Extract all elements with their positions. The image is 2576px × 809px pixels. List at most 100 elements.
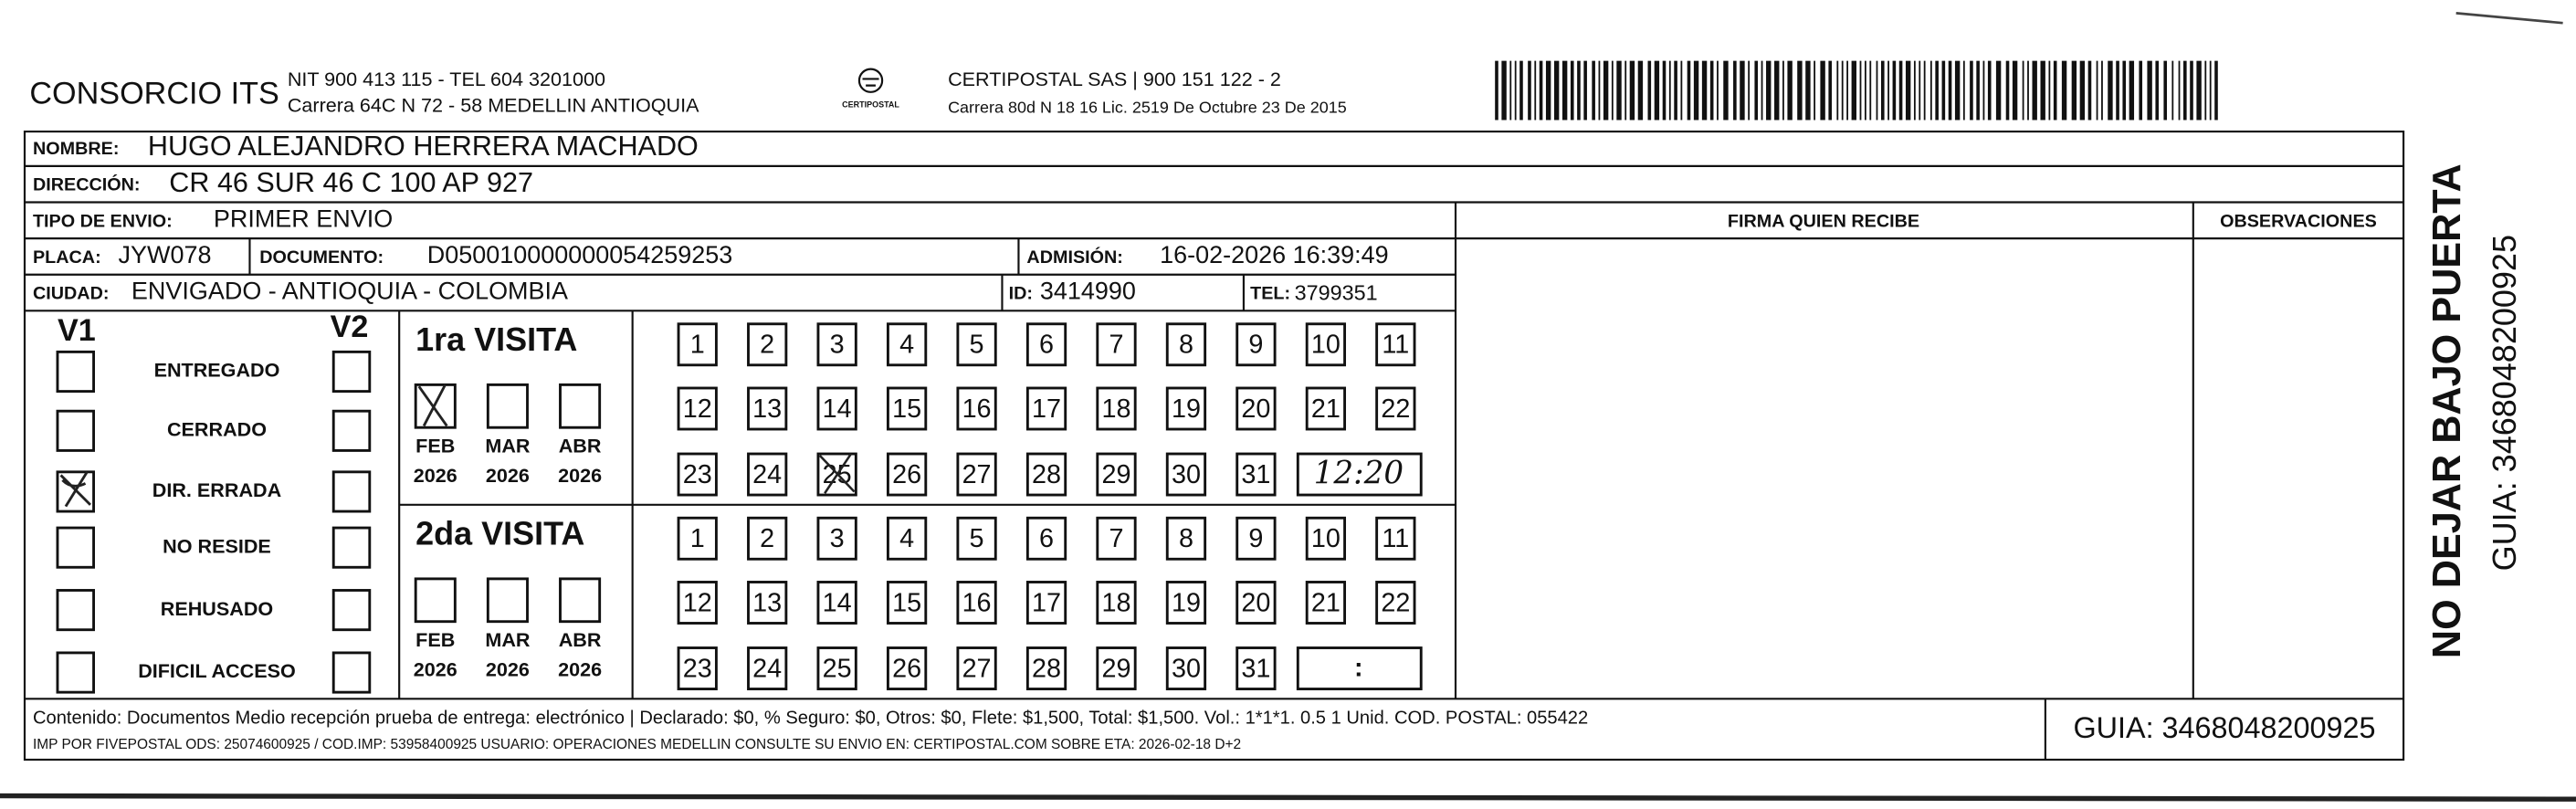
day: 17 [1032,588,1061,617]
v2-checkbox [331,526,372,569]
day-box [1096,452,1137,497]
status-label: DIFICIL ACCESO [138,659,296,682]
barcode-bar [1962,60,1965,121]
day-box [1096,386,1137,431]
day: 15 [892,394,921,424]
footer-imp: IMP POR FIVEPOSTAL ODS: 25074600925 / CO… [33,737,1241,752]
barcode-bar [1577,60,1581,121]
barcode-bar [1787,60,1793,121]
barcode-bar [1905,60,1911,121]
barcode-bar [2178,60,2181,121]
day-box [1165,581,1207,625]
day: 29 [1101,460,1130,489]
day-box [816,386,857,431]
day: 26 [892,460,921,489]
day-box [747,581,788,625]
barcode-bar [1846,60,1848,121]
barcode-bar [1869,60,1872,121]
visit-title: 1ra VISITA [415,320,577,358]
day: 31 [1241,654,1270,683]
v2-checkbox [331,350,372,394]
day-box [747,322,788,367]
check-mark [417,383,448,427]
day: 27 [962,654,992,683]
barcode [1495,60,2218,121]
month: ABR [559,628,602,651]
barcode-bar [1662,60,1667,121]
form-frame [23,130,2405,762]
check-mark [59,471,91,508]
barcode-bar [2214,60,2218,121]
barcode-bar [1976,60,1980,121]
status-label: REHUSADO [161,597,273,620]
day: 18 [1101,588,1130,617]
day-box [1235,322,1277,367]
barcode-bar [2048,60,2051,121]
barcode-bar [1603,60,1609,121]
barcode-bar [1859,60,1862,121]
month: FEB [415,435,455,457]
side-warning: NO DEJAR BAJO PUERTA [2425,163,2469,658]
side-guide: GUIA: 3468048200925 [2486,235,2523,571]
day-box [1096,322,1137,367]
month-checkbox [486,383,529,429]
city: ENVIGADO - ANTIOQUIA - COLOMBIA [131,278,568,305]
month: MAR [485,435,531,457]
barcode-bar [1782,60,1784,121]
day: 2 [760,524,774,553]
day: 26 [892,654,921,683]
barcode-bar [1701,60,1708,121]
barcode-bar [1592,60,1595,121]
barcode-bar [1637,60,1644,121]
day: 12 [683,588,712,617]
day: 8 [1179,331,1193,360]
id-label: ID: [1009,284,1033,304]
day-box [956,581,997,625]
barcode-bar [1766,60,1772,121]
barcode-bar [2005,60,2010,121]
day-box [1375,581,1416,625]
day: 3 [830,331,845,360]
nit-line: NIT 900 413 115 - TEL 604 3201000 [288,68,605,90]
barcode-bar [2071,60,2077,121]
day-box [886,581,928,625]
day-box [1165,646,1207,690]
day-box [1375,322,1416,367]
year: 2026 [558,464,602,487]
day: 11 [1382,524,1409,553]
barcode-bar [2040,60,2045,121]
day: 6 [1039,331,1054,360]
day-box [1235,581,1277,625]
barcode-bar [1534,60,1537,121]
day-box [1165,516,1207,561]
barcode-bar [1733,60,1737,121]
v1-checkbox [56,651,95,694]
barcode-bar [2209,60,2212,121]
day: 25 [823,654,852,683]
day: 22 [1381,588,1410,617]
year: 2026 [486,464,530,487]
day-box [677,516,718,561]
logo-text: CERTIPOSTAL [842,100,899,110]
day: 16 [962,588,992,617]
barcode-bar [1723,60,1729,121]
visit-title: 2da VISITA [415,515,584,552]
day-box [1165,386,1207,431]
v2-checkbox [331,651,372,694]
barcode-bar [1553,60,1560,121]
v2-label: V2 [331,310,369,344]
barcode-bar [2183,60,2187,121]
v2-checkbox [331,589,372,632]
day-box [886,322,928,367]
v1-checkbox [56,589,95,632]
barcode-bar [1561,60,1568,121]
barcode-bar [1495,60,1498,121]
day-box [1025,322,1067,367]
day: 13 [752,394,782,424]
barcode-bar [2171,60,2174,121]
barcode-bar [1624,60,1627,121]
day: 28 [1032,654,1061,683]
day-box [747,646,788,690]
